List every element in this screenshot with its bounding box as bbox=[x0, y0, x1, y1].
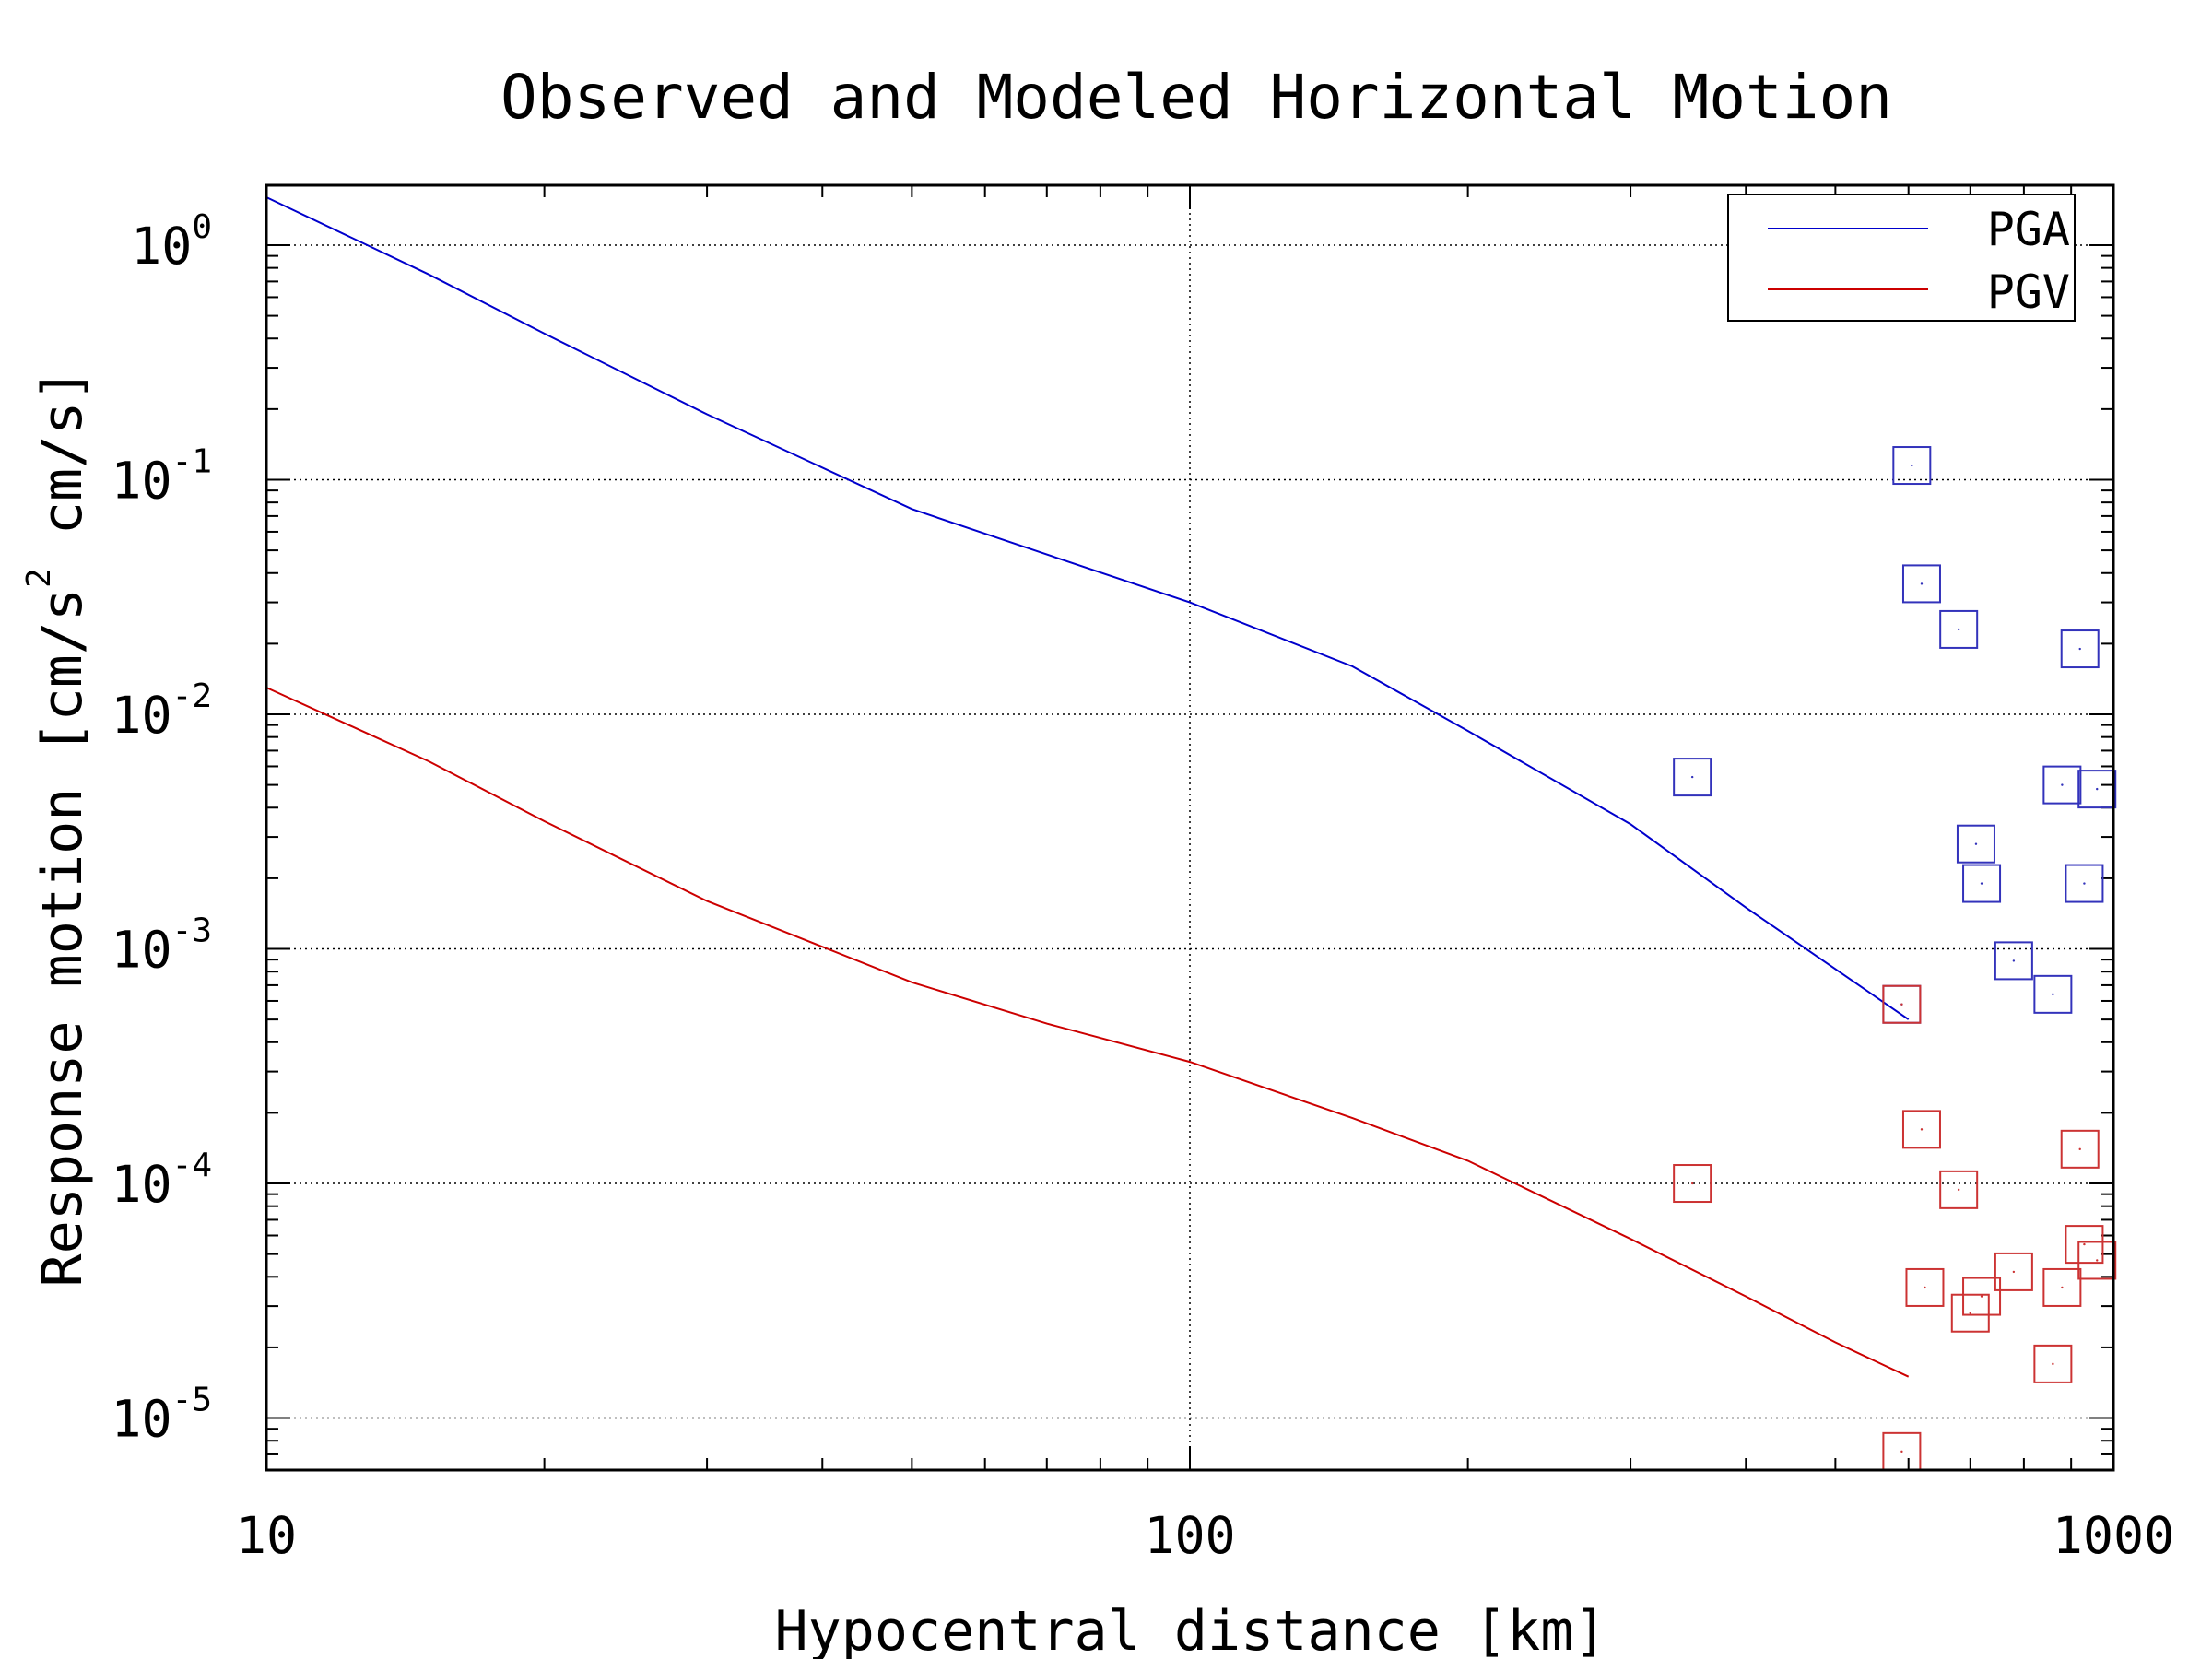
observed-marker-3 bbox=[1673, 1164, 1712, 1204]
observed-marker-2 bbox=[2060, 629, 2100, 669]
y-tick-label: 10-2 bbox=[111, 677, 212, 745]
y-tick-label: 10-1 bbox=[111, 442, 212, 510]
observed-marker-center bbox=[1957, 628, 1960, 631]
observed-marker-3 bbox=[1939, 1170, 1979, 1209]
observed-marker-3 bbox=[2042, 1267, 2082, 1307]
y-axis-label-superscript: 2 bbox=[20, 568, 58, 588]
observed-marker-2 bbox=[1994, 941, 2033, 981]
observed-marker-center bbox=[1690, 1182, 1694, 1185]
y-tick-exponent: -1 bbox=[172, 442, 212, 480]
observed-marker-center bbox=[1980, 1295, 1983, 1298]
observed-marker-2 bbox=[1673, 758, 1712, 797]
x-axis: 10 100 1000 bbox=[236, 185, 2174, 1565]
observed-marker-center bbox=[2078, 1147, 2081, 1151]
y-tick-exponent: 0 bbox=[192, 208, 212, 246]
observed-marker-2 bbox=[2033, 974, 2073, 1014]
observed-marker-center bbox=[1974, 842, 1978, 845]
y-tick-exponent: -2 bbox=[172, 677, 212, 715]
x-axis-label: Hypocentral distance [km] bbox=[774, 1599, 1606, 1659]
pga-line bbox=[265, 196, 1910, 1020]
y-axis-label-main: Response motion [cm/s bbox=[30, 588, 95, 1288]
y-tick-exponent: -4 bbox=[172, 1147, 212, 1184]
y-axis-label-unit: cm/s] bbox=[30, 368, 95, 568]
observed-marker-3 bbox=[1882, 984, 1922, 1024]
observed-marker-3 bbox=[1962, 1277, 2002, 1316]
observed-marker-2 bbox=[1939, 609, 1979, 649]
plot-frame bbox=[265, 183, 2115, 1472]
observed-marker-2 bbox=[1892, 446, 1932, 486]
observed-marker-center bbox=[1690, 775, 1694, 779]
observed-marker-center bbox=[2078, 647, 2081, 651]
y-tick-base: 10 bbox=[111, 1390, 171, 1449]
plot-series bbox=[265, 196, 2117, 1471]
observed-marker-3 bbox=[2060, 1129, 2100, 1169]
observed-marker-center bbox=[2012, 959, 2016, 962]
observed-marker-center bbox=[1924, 1286, 1926, 1289]
observed-marker-2 bbox=[1956, 824, 1995, 864]
y-tick-label: 10-4 bbox=[111, 1147, 212, 1214]
y-tick-exponent: -3 bbox=[172, 912, 212, 950]
observed-marker-center bbox=[2012, 1270, 2016, 1274]
y-tick-base: 10 bbox=[111, 451, 171, 510]
y-tick-base: 10 bbox=[131, 217, 192, 276]
observed-marker-2 bbox=[2042, 765, 2082, 805]
observed-marker-center bbox=[2096, 1259, 2099, 1262]
observed-marker-center bbox=[2052, 993, 2054, 996]
observed-marker-3 bbox=[2033, 1344, 2073, 1383]
observed-marker-center bbox=[1957, 1188, 1960, 1192]
y-tick-exponent: -5 bbox=[172, 1382, 212, 1419]
observed-marker-center bbox=[1920, 582, 1924, 585]
x-tick-label: 100 bbox=[1144, 1506, 1235, 1565]
observed-marker-center bbox=[2083, 1242, 2086, 1246]
observed-marker-3 bbox=[1901, 1110, 1941, 1149]
pgv-line bbox=[265, 687, 1910, 1378]
observed-marker-center bbox=[1969, 1312, 1971, 1314]
legend: PGA PGV bbox=[1727, 194, 2076, 322]
grid bbox=[266, 185, 2113, 1470]
observed-marker-center bbox=[2061, 783, 2064, 786]
y-axis-label: Response motion [cm/s2 cm/s] bbox=[20, 368, 95, 1287]
observed-marker-3 bbox=[2065, 1225, 2104, 1265]
y-tick-label: 10-5 bbox=[111, 1382, 212, 1449]
observed-marker-center bbox=[2061, 1286, 2064, 1289]
legend-pga-label: PGA bbox=[1987, 203, 2070, 256]
legend-box bbox=[1727, 194, 2076, 322]
observed-marker-2 bbox=[2065, 864, 2104, 903]
observed-marker-3 bbox=[1994, 1252, 2033, 1291]
y-tick-label: 100 bbox=[131, 208, 212, 276]
observed-marker-center bbox=[1900, 1450, 1903, 1453]
y-tick-base: 10 bbox=[111, 921, 171, 980]
observed-marker-center bbox=[2083, 882, 2086, 885]
x-tick-label: 1000 bbox=[2053, 1506, 2174, 1565]
chart-title: Observed and Modeled Horizontal Motion bbox=[500, 62, 1892, 133]
y-tick-base: 10 bbox=[111, 1155, 171, 1214]
observed-marker-center bbox=[1980, 882, 1983, 885]
observed-marker-2 bbox=[2077, 770, 2117, 809]
observed-marker-2 bbox=[1962, 864, 2002, 903]
observed-marker-3 bbox=[1950, 1293, 1990, 1333]
x-tick-label: 10 bbox=[236, 1506, 297, 1565]
y-tick-base: 10 bbox=[111, 686, 171, 745]
observed-marker-2 bbox=[1901, 564, 1941, 604]
observed-marker-center bbox=[2052, 1362, 2054, 1366]
observed-marker-center bbox=[1911, 464, 1913, 467]
y-tick-label: 10-3 bbox=[111, 912, 212, 980]
observed-marker-center bbox=[1900, 1003, 1903, 1006]
observed-marker-3 bbox=[1905, 1267, 1945, 1307]
observed-marker-center bbox=[1920, 1128, 1924, 1131]
observed-marker-center bbox=[2096, 787, 2099, 791]
observed-marker-3 bbox=[2077, 1241, 2117, 1280]
legend-pgv-label: PGV bbox=[1987, 265, 2070, 319]
